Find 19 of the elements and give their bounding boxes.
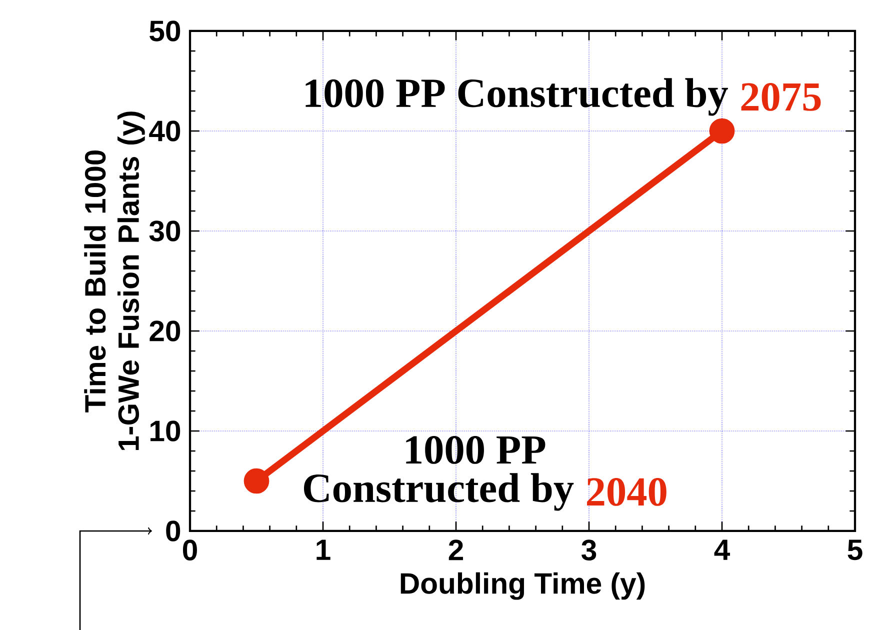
x-tick-label: 5 bbox=[848, 540, 862, 560]
annotation: Constructed by bbox=[304, 473, 574, 511]
annotation: 2040 bbox=[587, 478, 666, 506]
y-axis-title: Time to Build 1000 1-GWe Fusion Plants (y) bbox=[84, 112, 145, 450]
x-tick-label: 1 bbox=[316, 540, 330, 560]
annotation: 2075 bbox=[741, 83, 821, 111]
y-tick-label: 50 bbox=[150, 20, 180, 42]
y-tick-label: 40 bbox=[149, 120, 180, 142]
x-tick-label: 0 bbox=[183, 540, 197, 560]
y-tick-label: 0 bbox=[166, 520, 180, 542]
x-tick-label: 4 bbox=[714, 540, 730, 560]
x-tick-label: 2 bbox=[448, 540, 463, 560]
y-tick-label: 30 bbox=[149, 220, 180, 242]
x-tick-label: 3 bbox=[582, 540, 596, 561]
annotation: 1000 PP bbox=[406, 436, 546, 464]
y-tick-label: 10 bbox=[150, 420, 180, 442]
y-tick-label: 20 bbox=[150, 320, 180, 342]
annotation: 1000 PP Constructed by bbox=[306, 78, 728, 116]
x-axis-title: Doubling Time (y) bbox=[400, 572, 645, 600]
